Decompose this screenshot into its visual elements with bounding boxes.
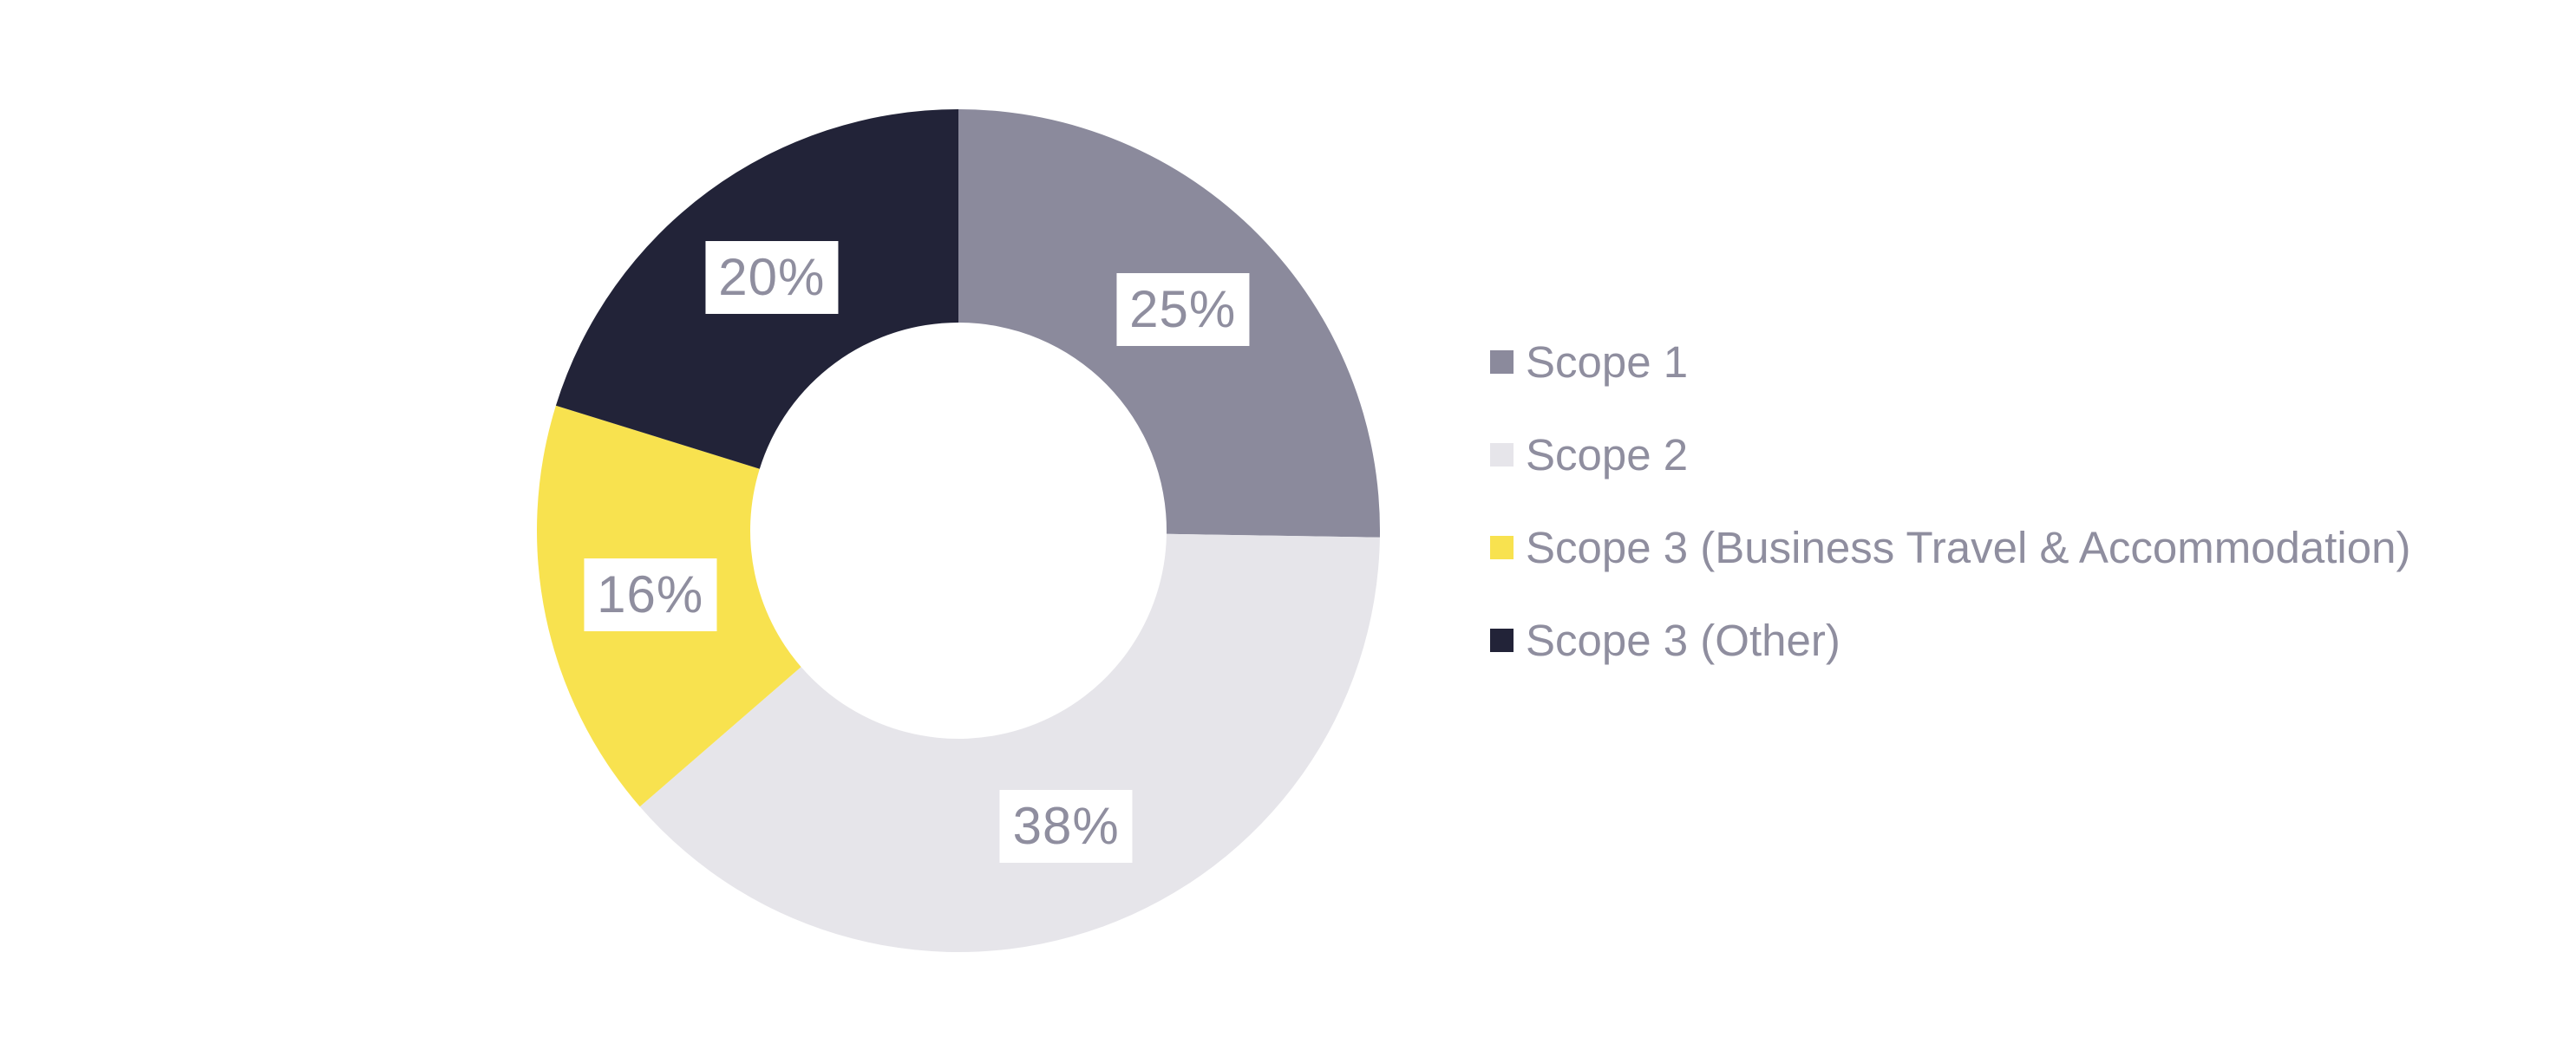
legend-swatch-icon xyxy=(1490,536,1514,559)
legend-item-scope-3-business-travel-accommodation[interactable]: Scope 3 (Business Travel & Accommodation… xyxy=(1490,501,2410,594)
legend-swatch-icon xyxy=(1490,443,1514,467)
slice-value-label-scope-3-business-travel-accommodation: 16% xyxy=(584,558,717,632)
slice-value-label-scope-1: 25% xyxy=(1116,273,1250,347)
legend-label: Scope 1 xyxy=(1526,337,1689,387)
donut-slice-scope-2[interactable] xyxy=(639,533,1380,952)
legend-item-scope-3-other[interactable]: Scope 3 (Other) xyxy=(1490,594,2410,687)
legend-item-scope-1[interactable]: Scope 1 xyxy=(1490,316,2410,408)
legend-swatch-icon xyxy=(1490,629,1514,652)
legend-label: Scope 3 (Business Travel & Accommodation… xyxy=(1526,523,2411,572)
chart-legend: Scope 1 Scope 2 Scope 3 (Business Travel &… xyxy=(1490,316,2410,687)
legend-label: Scope 3 (Other) xyxy=(1526,616,1840,665)
slice-value-label-scope-2: 38% xyxy=(999,790,1133,864)
slice-value-label-scope-3-other: 20% xyxy=(705,240,839,314)
legend-swatch-icon xyxy=(1490,350,1514,374)
legend-label: Scope 2 xyxy=(1526,430,1689,480)
legend-item-scope-2[interactable]: Scope 2 xyxy=(1490,408,2410,501)
